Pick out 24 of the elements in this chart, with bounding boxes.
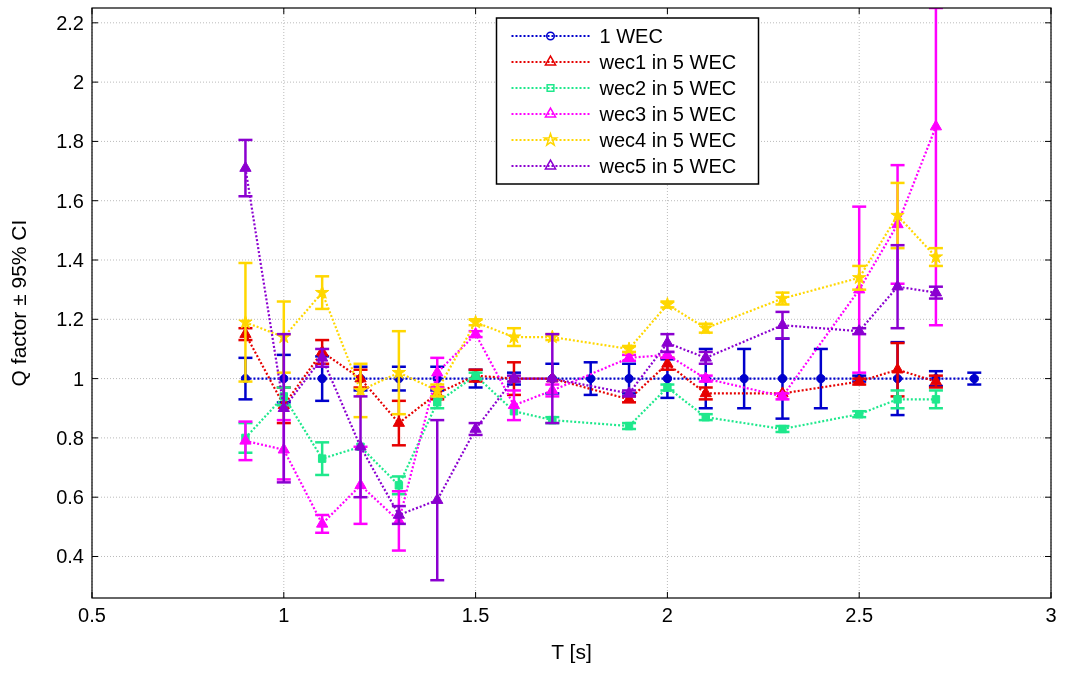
y-tick-label: 1.6 (56, 189, 84, 212)
y-tick-label: 2.2 (56, 11, 84, 34)
x-tick-label: 2.5 (845, 604, 874, 626)
legend-label: wec2 in 5 WEC (598, 77, 737, 99)
y-tick-label: 0.4 (56, 545, 84, 568)
y-tick-label: 1.8 (56, 130, 84, 153)
x-tick-label: 3 (1045, 604, 1057, 626)
legend-label: wec3 in 5 WEC (598, 103, 737, 125)
legend-label: wec4 in 5 WEC (598, 129, 737, 151)
legend-label: wec5 in 5 WEC (598, 155, 737, 177)
x-axis-title: T [s] (551, 640, 592, 663)
y-tick-label: 0.8 (56, 426, 84, 449)
y-tick-label: 0.6 (56, 486, 84, 509)
x-tick-label: 1 (278, 604, 290, 626)
x-tick-label: 0.5 (78, 604, 106, 626)
y-tick-label: 1.4 (56, 249, 84, 272)
y-tick-label: 2 (72, 71, 84, 94)
x-tick-label: 2 (661, 604, 673, 626)
y-tick-label: 1.2 (56, 308, 84, 331)
x-tick-label: 1.5 (461, 604, 490, 626)
y-tick-label: 1 (72, 367, 84, 390)
legend-label: wec1 in 5 WEC (598, 51, 737, 73)
legend-label: 1 WEC (599, 25, 663, 47)
y-axis-title: Q factor ± 95% CI (7, 219, 30, 387)
